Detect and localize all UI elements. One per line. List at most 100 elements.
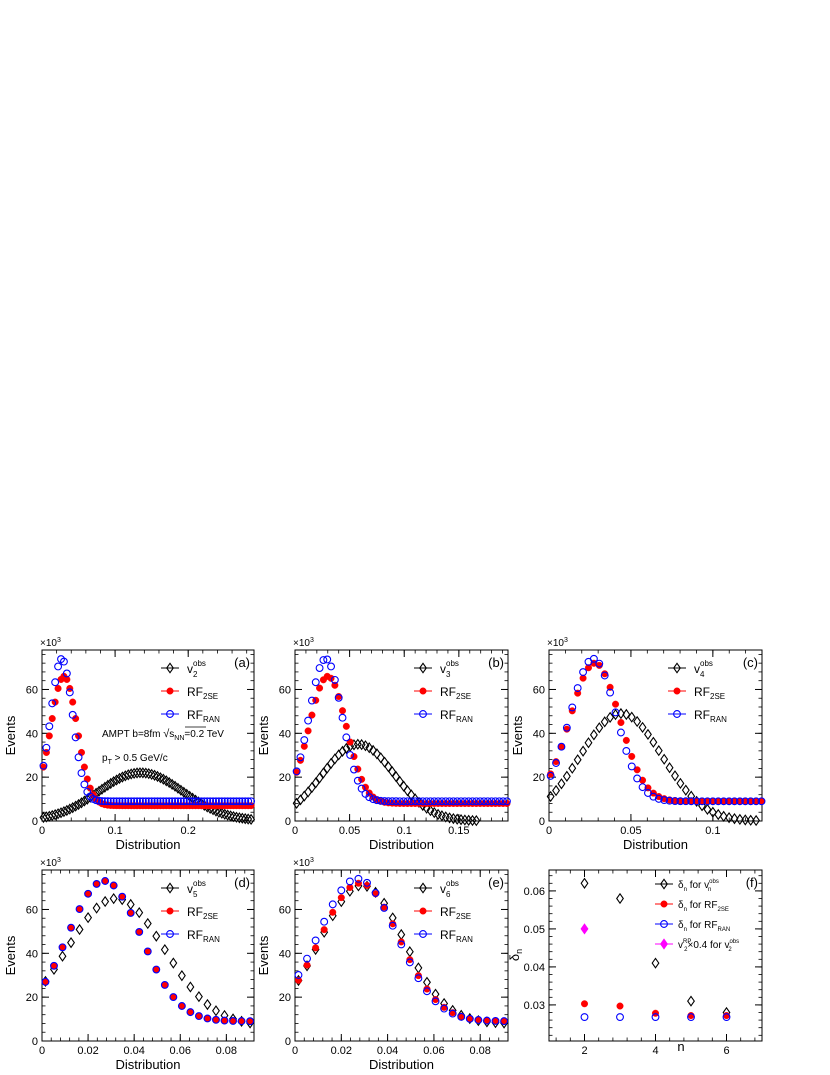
obs-point: [244, 813, 253, 825]
rfran-point: [126, 908, 135, 917]
rfran-point: [171, 797, 179, 806]
rfran-point: [431, 997, 440, 1006]
obs-point: [106, 777, 115, 790]
rfran-point: [464, 797, 473, 806]
obs-point: [330, 753, 339, 765]
rfran-point: [165, 797, 174, 806]
y-tick-label: 40: [26, 948, 38, 960]
rf2se-point: [316, 684, 324, 692]
rfran-point: [380, 903, 389, 912]
rfran-point: [144, 797, 153, 806]
y-axis-label: δn: [507, 949, 524, 961]
rfran-point: [465, 1014, 474, 1023]
rf2se-point: [584, 664, 592, 672]
rfran-point: [54, 662, 63, 671]
rfran-point: [334, 693, 343, 702]
legend-marker-obs: [673, 662, 681, 674]
rfran-point: [42, 743, 51, 752]
obs-point: [97, 783, 106, 795]
rfran-point: [212, 1015, 220, 1024]
rfran-point: [392, 797, 400, 806]
rfran-point: [430, 797, 439, 806]
rfran-point: [568, 703, 577, 712]
rfran-point: [159, 797, 168, 806]
x-tick-label: 0: [292, 1045, 298, 1057]
obs-point: [643, 728, 652, 741]
rfran-point: [156, 797, 165, 806]
rfran-point: [337, 886, 346, 895]
rfran-point: [133, 797, 141, 806]
legend: vobs 5 RF2SE RFRAN: [161, 879, 220, 944]
series-0-point: [651, 957, 660, 969]
panel-label: (c): [743, 655, 758, 670]
obs-point: [58, 950, 67, 962]
rf2se-point: [337, 894, 345, 902]
rfran-point: [92, 879, 101, 888]
obs-point: [562, 770, 571, 782]
rfran-point: [112, 797, 121, 806]
legend: vobs 4 RF2SE RFRAN: [668, 659, 727, 724]
obs-point: [247, 813, 256, 826]
rfran-point: [441, 797, 450, 806]
obs-point: [627, 711, 636, 723]
rfran-point: [476, 797, 485, 806]
obs-point: [365, 742, 374, 754]
rfran-point: [687, 797, 696, 806]
obs-point: [676, 777, 685, 790]
rfran-point: [186, 1008, 195, 1017]
obs-point: [546, 790, 555, 803]
obs-point: [369, 744, 378, 757]
legend-label-rfran: RFRAN: [440, 928, 473, 944]
rfran-point: [138, 797, 147, 806]
obs-point: [80, 795, 89, 807]
obs-point: [126, 898, 135, 911]
series-2-point: [580, 1013, 589, 1022]
rfran-point: [725, 797, 734, 806]
rfran-point: [197, 797, 206, 806]
panel-e: 0 0.02 0.04 0.06 0.08 0 20 40 60 ×103 Events Distri…: [256, 857, 509, 1072]
rfran-point: [300, 736, 309, 745]
x-tick-label: 0.04: [123, 1045, 144, 1057]
y-tick-label: 20: [26, 992, 38, 1004]
obs-point: [186, 981, 195, 993]
rf2se-point: [397, 938, 405, 946]
rfran-point: [353, 776, 362, 785]
rf2se-point: [346, 884, 354, 892]
obs-point: [143, 917, 152, 930]
y-axis-label: Events: [3, 715, 18, 755]
rfran-point: [703, 797, 712, 806]
rfran-point: [552, 759, 560, 767]
rfran-point: [74, 753, 83, 762]
rfran-point: [169, 993, 178, 1002]
rfran-point: [735, 797, 744, 806]
rfran-point: [214, 797, 223, 806]
rfran-point: [58, 943, 67, 952]
obs-point: [77, 797, 86, 809]
y-tick-label: 0.05: [524, 924, 545, 936]
obs-point: [472, 814, 481, 827]
rfran-point: [730, 797, 739, 806]
obs-point: [595, 722, 604, 734]
obs-point: [384, 761, 393, 773]
rfran-point: [124, 797, 133, 806]
rfran-point: [557, 742, 566, 751]
y-multiplier-label: ×103: [40, 857, 61, 869]
rfran-point: [380, 797, 389, 806]
rfran-point: [472, 797, 481, 806]
obs-point: [118, 771, 127, 783]
obs-point: [74, 798, 83, 811]
obs-point: [138, 767, 147, 779]
rfran-point: [437, 797, 446, 806]
rfran-point: [247, 797, 256, 806]
rfran-point: [676, 797, 685, 806]
obs-point: [361, 740, 370, 752]
obs-point: [68, 802, 77, 814]
y-multiplier-label: ×103: [293, 857, 314, 869]
rfran-point: [388, 921, 397, 930]
rfran-point: [109, 881, 118, 890]
obs-point: [135, 767, 144, 779]
x-tick-label: 0: [292, 825, 298, 837]
rfran-point: [681, 797, 690, 806]
data-points: [39, 655, 256, 826]
rf2se-point: [406, 956, 414, 964]
